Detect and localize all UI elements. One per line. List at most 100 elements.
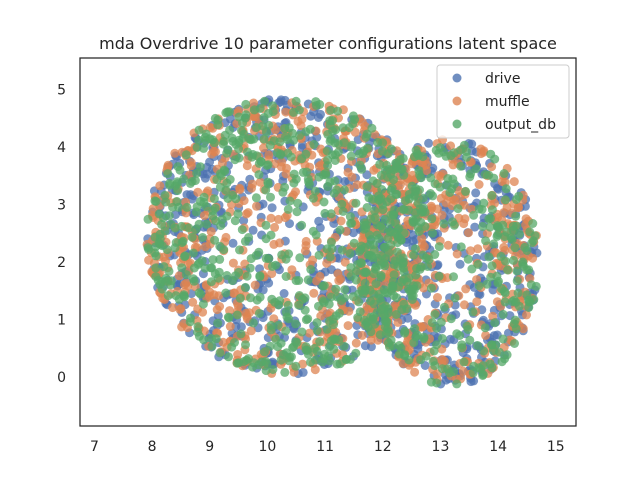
data-point-output-db <box>283 204 293 214</box>
data-point-muffle <box>186 158 196 167</box>
data-point-output-db <box>264 254 274 264</box>
data-point-output-db <box>234 135 244 145</box>
y-tick-label: 1 <box>57 313 66 329</box>
data-point-muffle <box>170 148 180 158</box>
data-point-output-db <box>337 199 347 209</box>
data-point-output-db <box>378 205 388 215</box>
data-point-output-db <box>514 191 524 201</box>
data-point-output-db <box>487 340 497 350</box>
y-tick-label: 5 <box>57 83 66 99</box>
data-point-drive <box>315 223 325 233</box>
data-point-output-db <box>362 203 372 212</box>
data-point-muffle <box>305 328 314 338</box>
legend: drive muffle output_db <box>436 64 570 139</box>
data-point-output-db <box>185 317 195 327</box>
data-point-muffle <box>247 179 257 189</box>
data-point-drive <box>348 228 358 238</box>
data-point-output-db <box>233 209 243 219</box>
data-point-output-db <box>199 192 209 202</box>
data-point-muffle <box>274 214 283 224</box>
data-point-muffle <box>252 201 261 211</box>
data-point-output-db <box>330 156 340 165</box>
data-point-drive <box>470 222 480 232</box>
data-point-muffle <box>464 228 473 238</box>
y-axis: 0 1 2 3 4 5 <box>57 83 66 387</box>
legend-marker-output-db <box>452 119 462 129</box>
data-point-output-db <box>208 255 218 265</box>
data-point-output-db <box>198 233 208 242</box>
data-point-output-db <box>241 340 250 350</box>
data-point-output-db <box>487 191 497 200</box>
data-point-output-db <box>471 164 481 174</box>
data-point-output-db <box>291 276 301 286</box>
data-point-output-db <box>332 185 342 195</box>
data-point-output-db <box>346 151 356 161</box>
data-point-output-db <box>194 125 204 135</box>
data-point-output-db <box>461 186 471 196</box>
data-point-output-db <box>376 271 386 280</box>
data-point-muffle <box>174 271 184 281</box>
data-point-output-db <box>209 138 219 148</box>
data-point-muffle <box>357 330 367 340</box>
data-point-output-db <box>399 274 409 284</box>
data-point-output-db <box>242 355 251 365</box>
data-point-output-db <box>489 239 499 249</box>
data-point-output-db <box>492 221 502 231</box>
data-point-output-db <box>410 190 420 200</box>
data-point-drive <box>466 377 476 387</box>
data-point-output-db <box>500 297 510 307</box>
data-point-output-db <box>261 366 271 376</box>
data-point-output-db <box>386 185 396 195</box>
data-point-output-db <box>231 194 241 204</box>
legend-box <box>436 64 570 139</box>
data-point-output-db <box>423 262 433 271</box>
data-point-output-db <box>426 173 436 183</box>
data-point-output-db <box>473 341 483 350</box>
data-point-output-db <box>285 196 295 206</box>
data-point-drive <box>445 334 455 344</box>
data-point-output-db <box>380 242 390 252</box>
legend-marker-drive <box>452 73 462 83</box>
data-point-output-db <box>223 194 233 203</box>
data-point-muffle <box>266 213 276 223</box>
data-point-muffle <box>221 232 231 242</box>
data-point-muffle <box>461 284 471 294</box>
data-point-output-db <box>321 170 331 180</box>
x-axis: 7 8 9 10 11 12 13 14 15 <box>90 439 565 455</box>
data-point-output-db <box>528 236 538 246</box>
data-point-muffle <box>235 185 245 195</box>
data-point-output-db <box>284 123 294 133</box>
data-point-output-db <box>520 242 530 252</box>
data-point-output-db <box>155 280 165 289</box>
data-point-output-db <box>448 217 457 227</box>
data-point-drive <box>228 238 238 248</box>
data-point-muffle <box>473 244 483 254</box>
data-point-muffle <box>433 293 442 302</box>
data-point-output-db <box>283 135 292 145</box>
data-point-drive <box>455 259 465 269</box>
data-point-output-db <box>174 202 184 212</box>
data-point-output-db <box>213 318 223 328</box>
data-point-output-db <box>508 221 518 231</box>
data-point-output-db <box>452 379 462 389</box>
data-point-output-db <box>506 233 516 243</box>
data-point-output-db <box>409 338 419 348</box>
data-point-output-db <box>332 292 342 302</box>
data-point-muffle <box>499 242 509 252</box>
data-point-output-db <box>224 313 234 323</box>
data-point-output-db <box>177 263 187 273</box>
data-point-muffle <box>452 249 462 259</box>
data-point-output-db <box>242 271 252 281</box>
data-point-muffle <box>270 222 280 232</box>
legend-label-drive: drive <box>485 71 520 87</box>
data-point-output-db <box>244 233 254 242</box>
data-point-output-db <box>224 107 234 117</box>
data-point-output-db <box>531 281 541 291</box>
data-point-output-db <box>355 307 365 317</box>
data-point-output-db <box>280 367 290 377</box>
data-point-muffle <box>436 193 446 203</box>
data-point-output-db <box>281 254 291 264</box>
data-point-drive <box>504 328 513 338</box>
data-point-output-db <box>375 159 385 169</box>
data-point-output-db <box>325 120 335 130</box>
